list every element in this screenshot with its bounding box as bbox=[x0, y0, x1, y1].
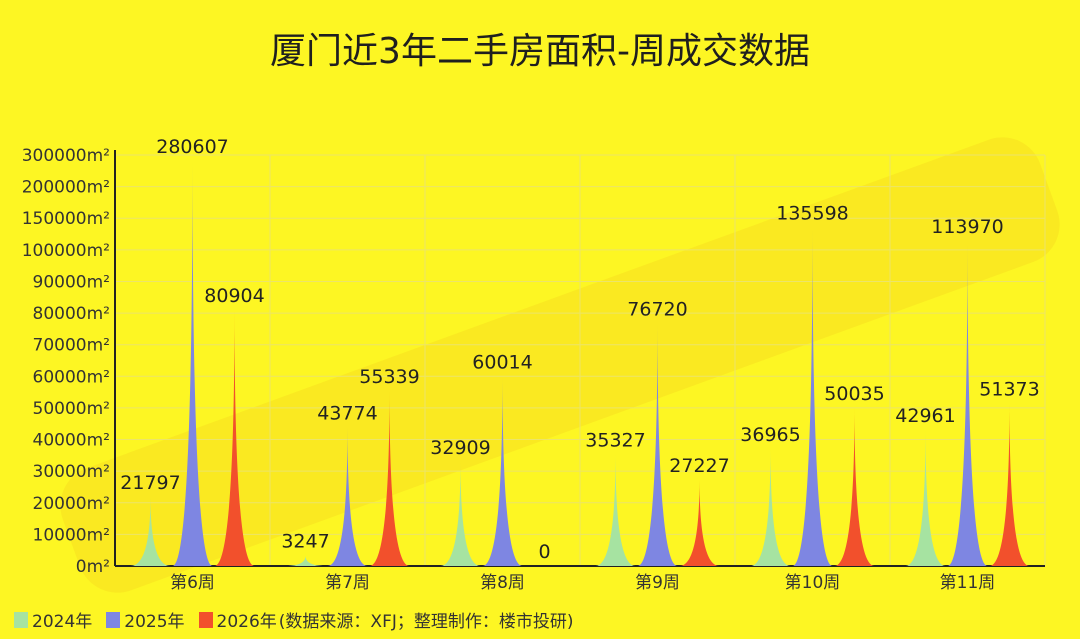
x-tick-label: 第9周 bbox=[635, 573, 680, 593]
data-label: 80904 bbox=[204, 285, 264, 307]
legend-item-2026[interactable]: 2026年 (数据来源：XFJ；整理制作：楼市投研) bbox=[198, 607, 574, 632]
y-tick-label: 40000m² bbox=[33, 431, 110, 451]
legend-note: (数据来源：XFJ；整理制作：楼市投研) bbox=[278, 612, 574, 632]
bar-2024年 bbox=[905, 430, 946, 566]
y-tick-label: 30000m² bbox=[33, 462, 110, 482]
x-tick-label: 第6周 bbox=[170, 573, 215, 593]
data-label: 135598 bbox=[776, 202, 849, 224]
bar-2026年 bbox=[834, 407, 875, 566]
bar-2024年 bbox=[750, 449, 791, 566]
legend-swatch bbox=[106, 611, 121, 628]
bar-2025年 bbox=[482, 376, 523, 566]
spike-bar-chart: 0m² 10000m² 20000m² 30000m² 40000m² 50000m² 60… bbox=[22, 136, 1060, 593]
legend-item-2024[interactable]: 2024年 bbox=[14, 607, 92, 632]
bar-2024年 bbox=[285, 555, 326, 566]
data-label: 42961 bbox=[895, 405, 955, 427]
data-label: 51373 bbox=[979, 379, 1039, 401]
y-tick-label: 90000m² bbox=[33, 272, 110, 292]
y-tick-label: 10000m² bbox=[33, 525, 110, 545]
chart-title: 厦门近3年二手房面积-周成交数据 bbox=[270, 31, 810, 72]
bar-2026年 bbox=[214, 310, 255, 566]
x-tick-label: 第7周 bbox=[325, 573, 370, 593]
watermark-band bbox=[60, 137, 1060, 593]
x-tick-label: 第8周 bbox=[480, 573, 525, 593]
data-label: 113970 bbox=[931, 216, 1004, 238]
x-tick-label: 第11周 bbox=[940, 573, 996, 593]
data-label: 21797 bbox=[120, 472, 180, 494]
y-tick-label: 70000m² bbox=[33, 336, 110, 356]
x-tick-label: 第10周 bbox=[785, 573, 841, 593]
bar-2024年 bbox=[130, 497, 171, 566]
data-label: 36965 bbox=[740, 424, 800, 446]
legend: 2024年 2025年 2026年 (数据来源：XFJ；整理制作：楼市投研) bbox=[14, 607, 588, 632]
y-tick-label: 20000m² bbox=[33, 494, 110, 514]
bar-2026年 bbox=[369, 391, 410, 566]
legend-label: 2024年 bbox=[32, 612, 93, 632]
bar-2024年 bbox=[595, 454, 636, 566]
data-label: 27227 bbox=[669, 455, 729, 477]
y-tick-label: 150000m² bbox=[22, 209, 110, 229]
legend-label: 2026年 bbox=[216, 612, 277, 632]
y-tick-label: 100000m² bbox=[22, 241, 110, 261]
data-label: 76720 bbox=[627, 298, 687, 320]
bar-2025年 bbox=[792, 227, 833, 566]
bar-2024年 bbox=[440, 461, 481, 566]
y-tick-label: 50000m² bbox=[33, 399, 110, 419]
bar-2025年 bbox=[172, 161, 213, 566]
bar-2026年 bbox=[989, 403, 1030, 566]
data-label: 35327 bbox=[585, 429, 645, 451]
data-label: 60014 bbox=[472, 351, 532, 373]
y-tick-label: 80000m² bbox=[33, 304, 110, 324]
bar-2026年 bbox=[679, 479, 720, 566]
legend-swatch bbox=[14, 611, 28, 628]
data-label: 32909 bbox=[430, 437, 490, 459]
data-label: 3247 bbox=[281, 531, 329, 553]
data-label: 55339 bbox=[359, 366, 419, 388]
bar-2025年 bbox=[637, 323, 678, 566]
y-tick-label: 200000m² bbox=[22, 178, 110, 198]
legend-swatch bbox=[198, 611, 213, 628]
legend-label: 2025年 bbox=[124, 612, 185, 632]
bar-2025年 bbox=[947, 241, 988, 566]
y-tick-label: 0m² bbox=[76, 557, 110, 577]
data-label: 43774 bbox=[317, 403, 377, 425]
y-tick-label: 300000m² bbox=[22, 146, 110, 166]
data-label: 280607 bbox=[156, 136, 229, 158]
data-label: 0 bbox=[538, 541, 550, 563]
bar-2025年 bbox=[327, 427, 368, 566]
legend-item-2025[interactable]: 2025年 bbox=[106, 607, 185, 632]
data-label: 50035 bbox=[824, 383, 884, 405]
y-tick-label: 60000m² bbox=[33, 367, 110, 387]
